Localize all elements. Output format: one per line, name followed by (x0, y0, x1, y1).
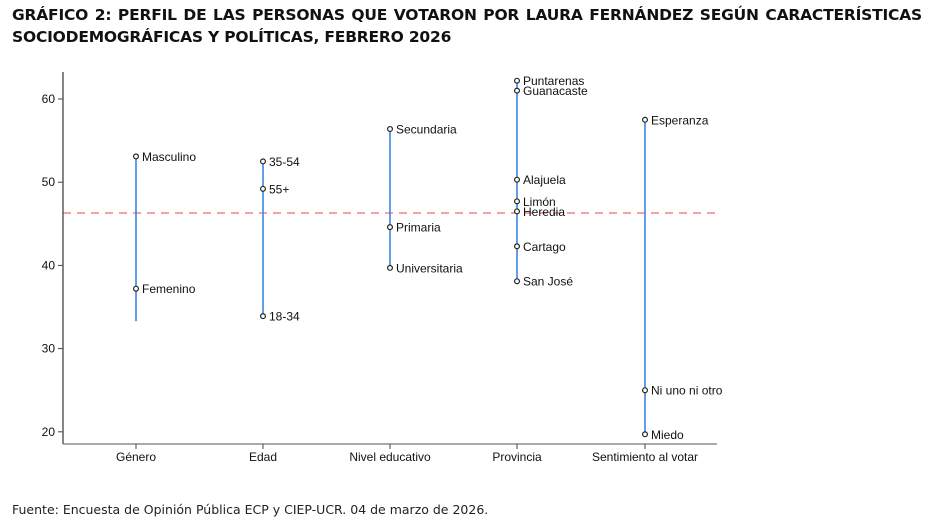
data-point (260, 158, 267, 165)
data-label: Miedo (651, 428, 684, 442)
data-point (641, 116, 648, 123)
axes-layer: 20 30 40 50 60 Género Edad Nivel educativo Provi… (42, 72, 717, 464)
data-label: 35-54 (269, 155, 300, 169)
data-label: Cartago (523, 240, 566, 254)
y-tick-label: 50 (42, 175, 56, 189)
data-label: Ni uno ni otro (651, 384, 723, 398)
x-tick-label: Nivel educativo (349, 450, 431, 464)
data-point (513, 176, 520, 183)
chart-title-line-1: GRÁFICO 2: PERFIL DE LAS PERSONAS QUE VO… (12, 6, 922, 24)
data-label: Limón (523, 195, 556, 209)
data-point (387, 224, 394, 231)
x-tick-label: Género (116, 450, 156, 464)
y-tick-label: 40 (42, 258, 56, 272)
data-label: Heredia (523, 205, 565, 219)
data-label: Universitaria (396, 261, 463, 275)
data-point (387, 264, 394, 271)
data-label: Femenino (142, 282, 196, 296)
x-tick-label: Provincia (492, 450, 542, 464)
data-label: 55+ (269, 182, 289, 196)
data-label: Guanacaste (523, 84, 588, 98)
points-layer: Masculino Femenino 35-54 55+ 18-34 Secundaria… (133, 74, 723, 442)
data-label: 18-34 (269, 310, 300, 324)
source-note: Fuente: Encuesta de Opinión Pública ECP … (12, 502, 489, 517)
data-point (513, 87, 520, 94)
data-point (513, 278, 520, 285)
y-tick-label: 30 (42, 342, 56, 356)
range-lines-layer (135, 80, 646, 435)
data-label: San José (523, 275, 573, 289)
data-point (260, 313, 267, 320)
y-tick-label: 20 (42, 425, 56, 439)
data-point (133, 285, 140, 292)
data-point (133, 153, 140, 160)
data-label: Primaria (396, 221, 441, 235)
data-label: Secundaria (396, 122, 457, 136)
x-tick-label: Edad (249, 450, 277, 464)
data-label: Alajuela (523, 173, 566, 187)
data-point (641, 387, 648, 394)
data-point (513, 243, 520, 250)
data-point (513, 208, 520, 215)
data-point (641, 431, 648, 438)
data-label: Puntarenas (523, 74, 584, 88)
data-label: Esperanza (651, 113, 709, 127)
chart-title: GRÁFICO 2: PERFIL DE LAS PERSONAS QUE VO… (12, 4, 922, 48)
y-tick-label: 60 (42, 92, 56, 106)
data-point (513, 77, 520, 84)
data-label: Masculino (142, 150, 196, 164)
data-point (260, 185, 267, 192)
x-tick-label: Sentimiento al votar (592, 450, 698, 464)
chart-title-line-2: SOCIODEMOGRÁFICAS Y POLÍTICAS, FEBRERO 2… (12, 28, 452, 46)
data-point (387, 125, 394, 132)
data-point (513, 198, 520, 205)
